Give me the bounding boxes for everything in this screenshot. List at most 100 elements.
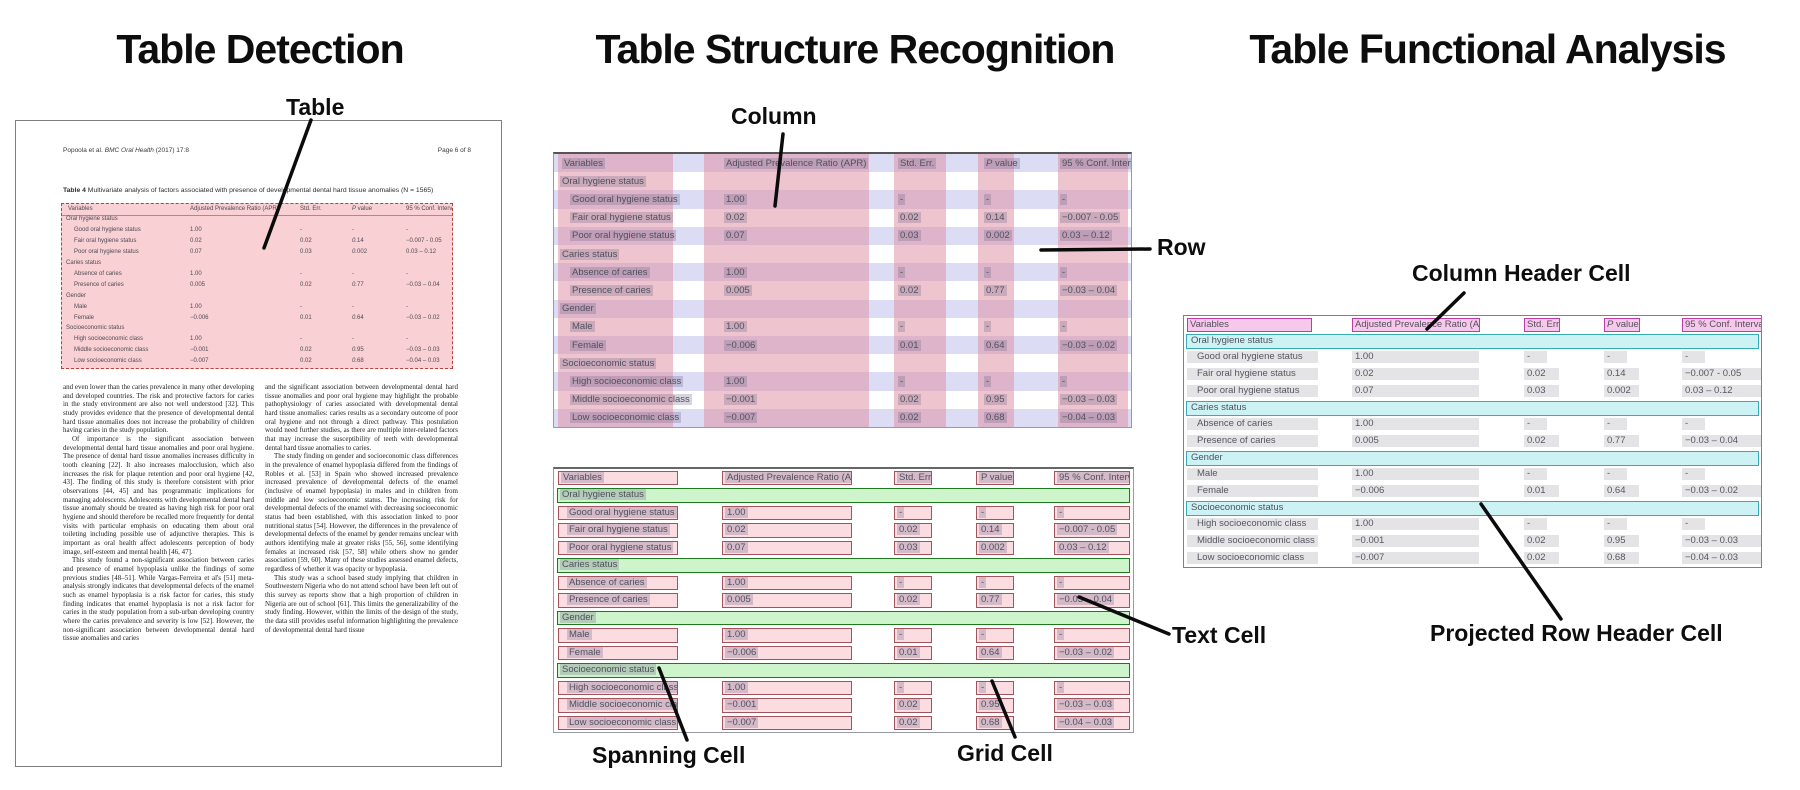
doc-table-row: Oral hygiene status	[62, 215, 452, 226]
doc-table-row: Fair oral hygiene status 0.02 0.02 0.14 −0.0…	[62, 237, 452, 248]
text-cell-highlight: Fair oral hygiene status	[570, 212, 673, 224]
grid-cell: -	[976, 680, 1014, 695]
text-cell-highlight: 0.95	[984, 394, 1007, 406]
text-cell-highlight: Good oral hygiene status	[567, 506, 677, 518]
text-cell-highlight: -	[984, 321, 992, 333]
functional-row: Good oral hygiene status 1.00 - - -	[1184, 349, 1761, 366]
doc-table-row: Male 1.00 - - -	[62, 302, 452, 313]
structure-cell-text: P value	[984, 157, 1020, 169]
grid-cell: -	[894, 505, 932, 520]
doc-table-row: Low socioeconomic class −0.007 0.02 0.68 −0.…	[62, 357, 452, 368]
doc-table-cell: -	[406, 336, 408, 343]
structure-cell-text: −0.03 – 0.03	[1060, 394, 1118, 406]
structure-cell-text: 0.03	[898, 230, 921, 242]
doc-table-cell: 0.005	[190, 281, 206, 288]
structure-cell-text: 95 % Conf. Interval	[1060, 157, 1131, 169]
structure-cell-row: Male 1.00 - - -	[554, 627, 1133, 645]
table-text-cell: -	[1524, 418, 1547, 431]
structure-cell-text: 1.00	[724, 321, 747, 333]
text-cell-highlight: −0.03 – 0.03	[1060, 394, 1118, 406]
table-text-cell: −0.03 – 0.02	[1682, 485, 1761, 497]
table-text-cell: 0.95	[1604, 535, 1639, 548]
table-text-cell: −0.001	[1352, 535, 1479, 548]
text-cell-highlight: -	[898, 375, 906, 387]
label-grid-cell: Grid Cell	[957, 740, 1053, 766]
text-cell-highlight: -	[1057, 576, 1065, 588]
table-text-cell: 1.00	[1352, 468, 1479, 481]
grid-cell: 0.01	[894, 645, 932, 660]
doc-table-cell: -	[300, 227, 302, 234]
grid-cell: Variables	[558, 470, 678, 485]
column-header-cell: 95 % Conf. Interval	[1682, 317, 1761, 332]
structure-cell-text: -	[898, 193, 906, 205]
structure-cell-text: 1.00	[724, 266, 747, 278]
structure-cell-text: −0.03 – 0.04	[1060, 284, 1118, 296]
table-text-cell: -	[1682, 351, 1705, 364]
doc-table-cell: 0.03 – 0.12	[406, 249, 437, 256]
grid-cell: −0.03 – 0.03	[1054, 698, 1130, 713]
text-cell-highlight: Absence of caries	[567, 576, 647, 588]
column-band	[704, 154, 869, 427]
text-cell-highlight: -	[897, 506, 905, 518]
text-cell-highlight: -	[1060, 321, 1068, 333]
text-cell-highlight: 0.03	[897, 541, 920, 553]
text-cell-highlight: Adjusted Prevalence Ratio (APR)	[724, 157, 869, 169]
grid-cell: -	[1054, 505, 1130, 520]
table-text-cell: 0.002	[1604, 384, 1639, 397]
grid-cell: Good oral hygiene status	[558, 505, 678, 520]
label-projected-row-header-cell: Projected Row Header Cell	[1430, 620, 1723, 646]
text-cell-highlight: 1.00	[725, 681, 748, 693]
text-cell-highlight: -	[898, 266, 906, 278]
functional-row: Socioeconomic status	[1184, 500, 1761, 517]
text-cell-highlight: Low socioeconomic class	[570, 412, 682, 424]
structure-cell-text: 1.00	[724, 375, 747, 387]
structure-cell-text: 0.68	[984, 412, 1007, 424]
structure-cell-text: 0.02	[898, 412, 921, 424]
structure-cell-row: Oral hygiene status	[554, 487, 1133, 505]
body-text-left-column: and even lower than the caries prevalenc…	[63, 383, 254, 713]
text-cell-highlight: 0.02	[897, 699, 920, 710]
grid-cell: 0.02	[894, 698, 932, 713]
grid-cell: Presence of caries	[558, 593, 678, 608]
doc-table-cell: 0.77	[352, 281, 364, 288]
doc-table-cell: Male	[74, 303, 88, 310]
table-text-cell: Presence of caries	[1187, 434, 1318, 447]
text-cell-highlight: −0.007 - 0.05	[1057, 524, 1118, 535]
structure-cell-text: Poor oral hygiene status	[570, 230, 677, 242]
text-cell-highlight: 0.68	[979, 716, 1002, 728]
text-cell-highlight: 0.77	[984, 284, 1007, 296]
body-paragraph: This study found a non-significant assoc…	[63, 556, 254, 643]
text-cell-highlight: -	[897, 681, 905, 693]
text-cell-highlight: High socioeconomic class	[567, 681, 677, 693]
structure-cell-text: Socioeconomic status	[560, 357, 657, 369]
text-cell-highlight: 1.00	[725, 576, 748, 588]
text-cell-highlight: 1.00	[724, 321, 747, 333]
structure-cell-text: Good oral hygiene status	[570, 193, 680, 205]
table-text-cell: -	[1682, 468, 1705, 481]
label-column-header-cell: Column Header Cell	[1412, 260, 1631, 286]
table-text-cell: −0.006	[1352, 485, 1479, 497]
doc-table-cell: Fair oral hygiene status	[74, 238, 137, 245]
table-text-cell: −0.04 – 0.03	[1682, 551, 1761, 564]
table-text-cell: 0.14	[1604, 368, 1639, 381]
text-cell-highlight: 0.02	[897, 594, 920, 605]
grid-cell: P value	[976, 470, 1014, 485]
doc-table-cell: Caries status	[66, 260, 102, 267]
structure-cell-text: Std. Err.	[898, 157, 937, 169]
structure-cell-text: Fair oral hygiene status	[570, 212, 673, 224]
table-text-cell: 1.00	[1352, 418, 1479, 431]
doc-table-cell: −0.03 – 0.03	[406, 347, 440, 354]
column-header-cell: P value	[1604, 317, 1640, 332]
functional-row: Male 1.00 - - -	[1184, 466, 1761, 483]
table-text-cell: 0.68	[1604, 551, 1639, 564]
grid-cell: 1.00	[722, 575, 852, 590]
text-cell-highlight: −0.04 – 0.03	[1060, 412, 1118, 424]
doc-table-cell: Presence of caries	[74, 281, 124, 288]
column-band	[894, 154, 946, 427]
text-cell-highlight: -	[1060, 375, 1068, 387]
text-cell-highlight: Male	[567, 629, 592, 640]
structure-cell-text: −0.03 – 0.02	[1060, 339, 1118, 351]
text-cell-highlight: 0.005	[725, 594, 753, 605]
table-text-cell: Poor oral hygiene status	[1187, 384, 1318, 397]
structure-row: Good oral hygiene status 1.00 - - -	[554, 190, 1131, 209]
